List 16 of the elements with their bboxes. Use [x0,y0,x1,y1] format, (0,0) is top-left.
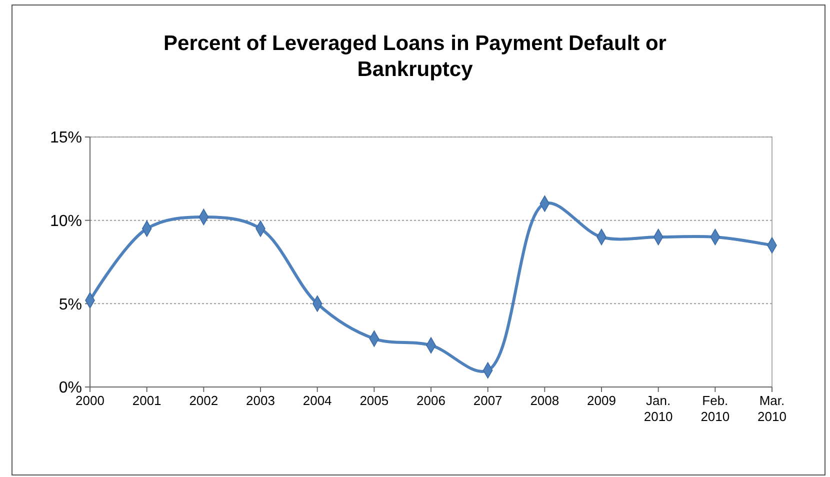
x-tick-label: 2004 [302,393,332,408]
x-tick-label: Feb. 2010 [700,393,730,424]
x-tick-label: Mar. 2010 [758,393,786,424]
x-tick-label: 2009 [587,393,616,408]
x-tick-label: 2002 [189,393,218,408]
x-tick-label: 2006 [416,393,446,408]
x-tick-label: Jan. 2010 [644,393,673,424]
x-tick-label: 2003 [246,393,275,408]
chart-title: Percent of Leveraged Loans in Payment Default or Bankruptcy [164,32,666,81]
x-tick-label: 2007 [473,393,502,408]
x-tick-label: 2008 [530,393,560,408]
y-tick-label: 5% [58,296,82,314]
y-tick-label: 15% [50,130,82,147]
x-tick-label: 2005 [360,393,389,408]
y-tick-label: 10% [50,212,82,230]
x-tick-label: 2001 [132,393,162,408]
